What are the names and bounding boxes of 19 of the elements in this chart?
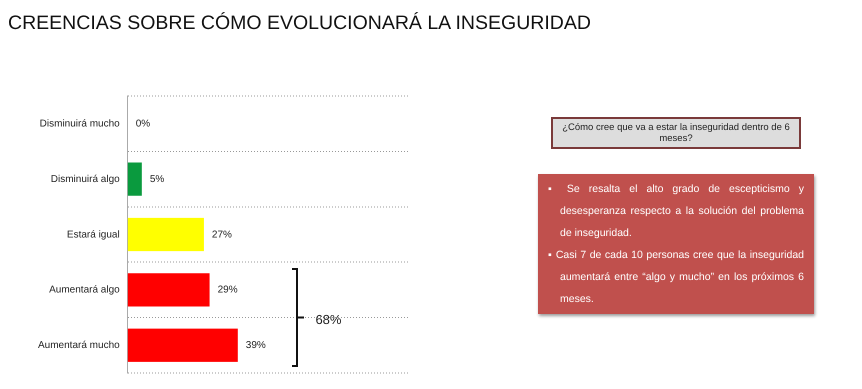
bar: [128, 162, 142, 196]
y-tick-label: Disminuirá algo: [50, 174, 120, 185]
y-tick-label: Estará igual: [66, 229, 120, 240]
y-tick-label: Aumentará algo: [49, 284, 120, 296]
data-label: 0%: [136, 118, 150, 130]
annotation: 68%: [315, 312, 342, 327]
bar: [128, 328, 238, 362]
data-label: 27%: [212, 229, 232, 240]
data-label: 29%: [218, 284, 238, 296]
y-tick-label: Aumentará mucho: [38, 340, 120, 352]
y-tick-label: Disminuirá mucho: [40, 118, 120, 130]
bar: [128, 218, 204, 252]
data-label: 39%: [246, 340, 266, 352]
text: ▪ Casi 7 de cada 10 personas cree que la inseguridad aumentará entre “algo y mucho” en los próximos 6 meses.: [548, 248, 804, 307]
text: ▪ Se resalta el alto grado de escepticismo y desesperanza respecto a la solución del problema de inseguridad.: [548, 182, 804, 241]
chart-title: CREENCIAS SOBRE CÓMO EVOLUCIONARÁ LA INSEGURIDAD: [8, 12, 591, 35]
data-label: 5%: [150, 174, 164, 185]
bar: [128, 273, 210, 307]
text: ¿Cómo cree que va a estar la inseguridad dentro de 6 meses?: [551, 117, 801, 149]
